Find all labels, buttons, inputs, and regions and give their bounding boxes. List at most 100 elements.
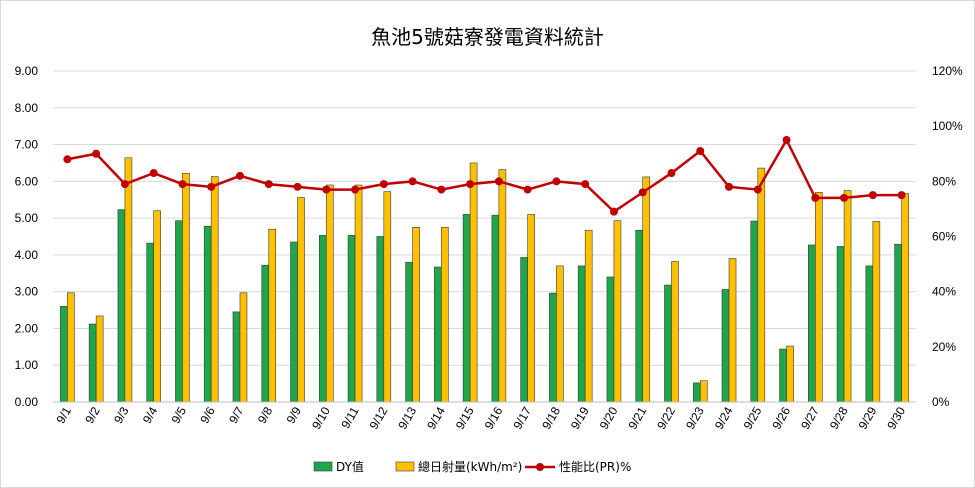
bar-dy	[577, 265, 586, 403]
y-right-tick-label: 20%	[932, 340, 956, 354]
x-tick-label: 9/26	[769, 404, 793, 432]
pr-point	[322, 185, 331, 194]
bar-dy	[635, 229, 644, 403]
bar-irradiance	[124, 157, 133, 403]
bar-irradiance	[268, 228, 277, 403]
bar-dy	[290, 241, 298, 403]
bar-irradiance	[239, 292, 248, 403]
x-tick-label: 9/28	[827, 404, 851, 432]
bar-irradiance	[210, 176, 219, 403]
bar-irradiance	[498, 169, 507, 403]
bar-dy	[692, 382, 701, 403]
bar-dy	[606, 276, 615, 403]
y-left-tick-label: 5.00	[15, 211, 39, 225]
y-right-tick-label: 120%	[932, 64, 963, 78]
y-right-tick-label: 60%	[932, 230, 956, 244]
bar-irradiance	[757, 167, 766, 403]
pr-point	[379, 180, 388, 189]
pr-point	[552, 177, 561, 186]
pr-point	[235, 171, 244, 180]
x-tick-label: 9/23	[683, 404, 707, 432]
bar-dy	[376, 236, 385, 403]
bar-dy	[779, 348, 787, 403]
y-right-tick-label: 100%	[932, 119, 963, 133]
bar-dy	[721, 289, 730, 403]
bar-irradiance	[815, 192, 823, 403]
y-right-tick-label: 0%	[932, 395, 950, 409]
x-tick-label: 9/3	[111, 404, 132, 426]
pr-point	[811, 193, 820, 202]
x-tick-label: 9/19	[568, 404, 592, 432]
bar-irradiance	[95, 315, 104, 403]
pr-point	[120, 180, 129, 189]
bar-dy	[549, 292, 557, 403]
pr-point	[523, 185, 532, 194]
x-tick-label: 9/29	[856, 404, 880, 432]
pr-point	[638, 188, 647, 197]
bar-dy	[203, 225, 212, 403]
pr-point	[782, 135, 791, 144]
x-tick-label: 9/15	[453, 404, 477, 432]
bar-dy	[232, 311, 241, 403]
bar-irradiance	[786, 345, 794, 403]
bar-irradiance	[383, 191, 392, 403]
bar-irradiance	[728, 258, 737, 403]
y-left-tick-label: 7.00	[15, 138, 39, 152]
bar-irradiance	[527, 214, 535, 403]
pr-point	[264, 180, 273, 189]
x-tick-label: 9/9	[284, 404, 305, 426]
x-tick-label: 9/6	[197, 404, 218, 426]
bar-irradiance	[699, 380, 708, 403]
bar-irradiance	[584, 229, 593, 403]
bar-dy	[808, 244, 816, 403]
x-tick-label: 9/8	[255, 404, 276, 426]
y-left-tick-label: 8.00	[15, 101, 39, 115]
bar-irradiance	[901, 193, 909, 403]
bar-irradiance	[297, 197, 305, 403]
x-tick-label: 9/1	[54, 404, 75, 426]
pr-point	[840, 193, 849, 202]
pr-point	[92, 149, 101, 158]
bar-irradiance	[182, 172, 190, 403]
bar-irradiance	[441, 227, 449, 403]
bar-irradiance	[153, 210, 161, 403]
bar-dy	[347, 235, 356, 403]
y-right-tick-label: 80%	[932, 174, 956, 188]
bar-irradiance	[642, 176, 651, 403]
x-tick-label: 9/7	[226, 404, 247, 426]
bar-irradiance	[354, 184, 363, 403]
x-tick-label: 9/4	[140, 404, 161, 426]
pr-point	[437, 185, 446, 194]
x-tick-label: 9/30	[884, 404, 908, 432]
x-tick-label: 9/22	[654, 404, 678, 432]
pr-point	[293, 182, 302, 191]
y-left-tick-label: 2.00	[15, 321, 39, 335]
legend-label: 總日射量(kWh/m²)	[418, 459, 522, 474]
x-tick-label: 9/2	[82, 404, 103, 426]
x-tick-label: 9/11	[338, 404, 362, 431]
pr-point	[178, 180, 187, 189]
pr-point	[696, 146, 705, 155]
pr-line	[67, 137, 902, 214]
x-tick-label: 9/20	[597, 404, 621, 432]
legend-label: 性能比(PR)%	[559, 460, 631, 474]
bar-irradiance	[469, 162, 478, 403]
x-tick-label: 9/10	[309, 404, 333, 432]
x-tick-label: 9/21	[626, 404, 650, 432]
bar-dy	[750, 220, 759, 403]
x-tick-label: 9/16	[482, 404, 506, 432]
pr-point	[897, 191, 906, 200]
bar-irradiance	[556, 265, 564, 403]
bar-irradiance	[325, 184, 334, 403]
pr-point	[667, 169, 676, 178]
pr-point	[868, 191, 877, 200]
bar-dy	[462, 214, 471, 403]
pr-point	[408, 177, 417, 186]
legend-marker	[536, 463, 544, 471]
x-tick-label: 9/5	[169, 404, 190, 426]
bar-irradiance	[872, 221, 881, 403]
bar-dy	[836, 246, 845, 403]
y-left-tick-label: 9.00	[15, 64, 39, 78]
pr-point	[494, 177, 503, 186]
